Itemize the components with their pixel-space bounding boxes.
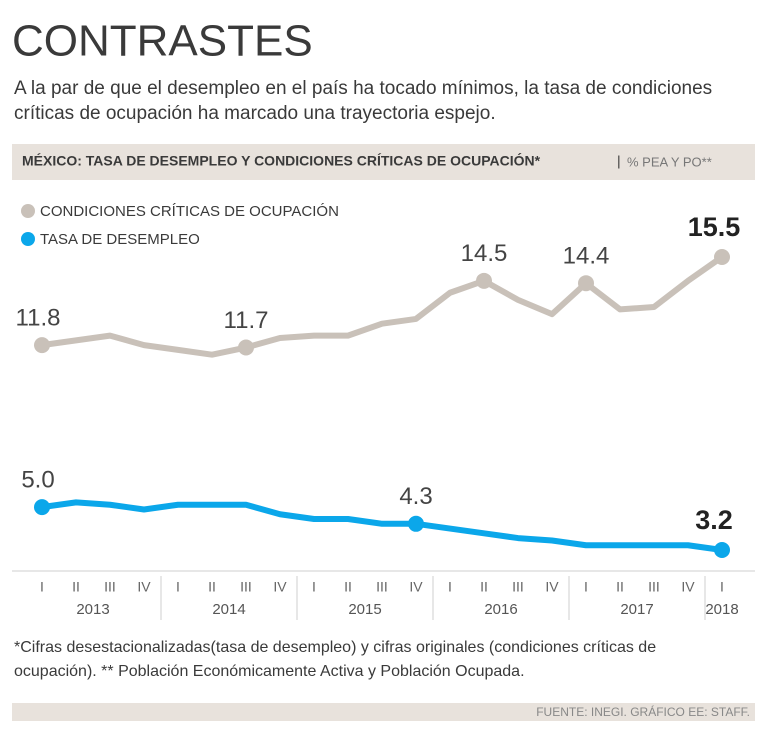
x-tick-label: III [240, 579, 252, 595]
data-label: 14.4 [563, 243, 610, 270]
x-tick-label: II [344, 579, 352, 595]
source-bar [12, 703, 755, 721]
year-label: 2016 [484, 601, 517, 618]
unit: % PEA Y PO** [627, 154, 712, 169]
chart-title: CONTRASTES [12, 17, 313, 66]
year-label: 2015 [348, 601, 381, 618]
x-tick-label: III [376, 579, 388, 595]
legend-label: TASA DE DESEMPLEO [40, 231, 200, 248]
legend-marker [21, 232, 35, 246]
point [34, 337, 50, 354]
point [476, 272, 492, 289]
year-label: 2017 [620, 601, 653, 618]
x-tick-label: III [648, 579, 660, 595]
source: FUENTE: INEGI. GRÁFICO EE: STAFF. [536, 704, 750, 719]
point [408, 515, 424, 532]
year-label: 2018 [705, 601, 738, 618]
x-tick-label: I [312, 579, 316, 595]
data-label: 11.8 [16, 304, 61, 331]
x-tick-label: IV [409, 579, 423, 595]
legend-marker [21, 204, 35, 218]
series-line [39, 254, 725, 358]
x-tick-label: I [720, 579, 724, 595]
x-tick-label: I [584, 579, 588, 595]
x-tick-label: I [448, 579, 452, 595]
x-tick-label: II [72, 579, 80, 595]
chart-header: MÉXICO: TASA DE DESEMPLEO Y CONDICIONES … [22, 152, 541, 169]
x-tick-label: II [616, 579, 624, 595]
point [714, 542, 730, 558]
legend-label: CONDICIONES CRÍTICAS DE OCUPACIÓN [40, 203, 339, 220]
data-label: 14.5 [461, 240, 508, 267]
subtitle: críticas de ocupación ha marcado una tra… [14, 103, 496, 124]
data-label: 5.0 [21, 466, 54, 493]
point [238, 339, 254, 356]
x-tick-label: II [208, 579, 216, 595]
x-tick-label: I [40, 579, 44, 595]
x-tick-label: IV [137, 579, 151, 595]
separator: | [617, 153, 621, 169]
year-label: 2013 [76, 601, 109, 618]
header-bar [12, 144, 755, 180]
point [714, 249, 730, 265]
x-tick-label: IV [681, 579, 695, 595]
footnote: ocupación). ** Población Económicamente … [14, 663, 525, 680]
data-label: 4.3 [399, 483, 432, 510]
subtitle: A la par de que el desempleo en el país … [14, 78, 712, 99]
series-line [39, 499, 725, 553]
year-label: 2014 [212, 601, 245, 618]
point [34, 499, 50, 516]
point [578, 275, 594, 292]
x-tick-label: II [480, 579, 488, 595]
x-tick-label: III [104, 579, 116, 595]
footnote: *Cifras desestacionalizadas(tasa de dese… [14, 639, 656, 656]
data-label: 15.5 [688, 212, 741, 242]
data-label: 3.2 [695, 505, 733, 535]
x-tick-label: III [512, 579, 524, 595]
x-tick-label: IV [545, 579, 559, 595]
data-label: 11.7 [224, 307, 269, 334]
x-tick-label: I [176, 579, 180, 595]
x-tick-label: IV [273, 579, 287, 595]
